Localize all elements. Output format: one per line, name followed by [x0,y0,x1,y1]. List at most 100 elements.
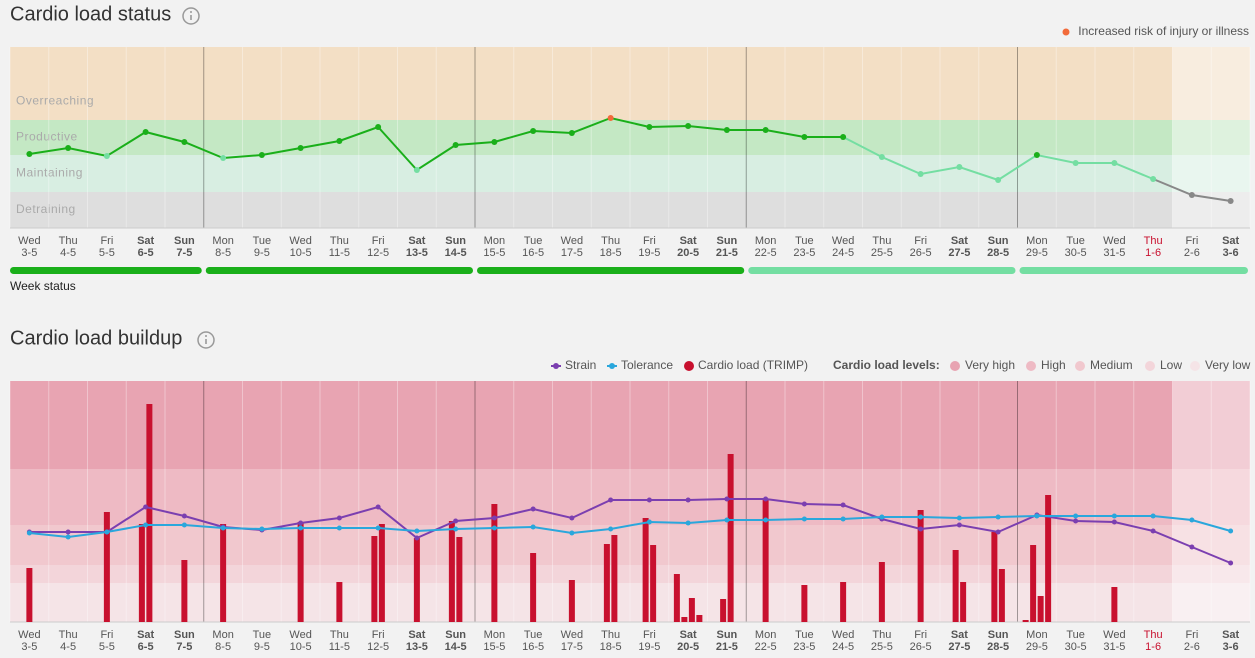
strain-point [918,526,924,532]
legend-label: Very high [965,358,1015,372]
zone-band [10,192,1250,228]
tolerance-point [259,526,265,532]
status-point [220,155,227,161]
level-band [10,525,1250,565]
trimp-bar [611,535,618,622]
x-tick-weekday: Thu [330,235,349,247]
strain-point [491,515,497,521]
strain-point [1073,518,1079,524]
x-tick-label: 28-5 [987,641,1009,653]
trimp-bar [1022,620,1029,622]
x-tick-label: 4-5 [60,247,76,259]
trimp-bar [1045,495,1052,622]
x-tick-weekday: Mon [212,235,233,247]
x-tick-label: 17-5 [561,641,583,653]
tolerance-point [336,525,342,531]
strain-point [763,496,769,502]
status-point [297,145,304,151]
week-status-bar [1019,267,1248,274]
strain-point [1228,560,1234,566]
tolerance-point [220,525,226,531]
tolerance-point [840,516,846,522]
info-icon[interactable] [197,331,215,349]
x-tick-weekday: Sun [174,629,195,641]
levels-label: Cardio load levels: [833,358,940,372]
trimp-bar [26,568,33,622]
x-tick-label: 10-5 [290,247,312,259]
x-tick-weekday: Tue [795,235,814,247]
x-tick-label: 9-5 [254,641,270,653]
x-tick-label: 29-5 [1026,641,1048,653]
x-tick-label: 8-5 [215,641,231,653]
week-status-bar [477,267,745,274]
x-tick-label: 14-5 [445,641,467,653]
status-point [375,124,382,130]
x-tick-weekday: Tue [253,235,272,247]
x-tick-weekday: Sat [408,629,425,641]
future-shade [1172,47,1250,228]
trimp-bar [688,598,695,622]
x-tick-weekday: Tue [253,629,272,641]
strain-point [414,535,420,541]
x-tick-label: 23-5 [793,247,815,259]
status-point [530,128,537,134]
trimp-bar [138,524,145,622]
x-tick-weekday: Mon [755,235,776,247]
x-tick-weekday: Thu [872,235,891,247]
strain-point [646,497,652,503]
legend-label: Low [1160,358,1182,372]
trimp-bar [603,544,610,622]
strain-point [995,529,1001,535]
x-tick-weekday: Mon [1026,235,1047,247]
x-tick-label: 2-6 [1184,247,1200,259]
level-band [10,381,1250,469]
status-point [840,134,847,140]
strain-point [569,515,575,521]
strain-point [724,496,730,502]
chart-title: Cardio load buildup [10,327,182,349]
x-tick-label: 19-5 [638,641,660,653]
legend-label: High [1041,358,1066,372]
x-tick-label: 17-5 [561,247,583,259]
strain-point [608,497,614,503]
x-tick-weekday: Sat [1222,235,1239,247]
x-tick-weekday: Sat [951,629,968,641]
tolerance-point [298,525,304,531]
trimp-bar [991,532,998,622]
x-tick-label: 19-5 [638,247,660,259]
x-tick-weekday: Sun [174,235,195,247]
tolerance-point [65,534,71,540]
x-tick-label: 4-5 [60,641,76,653]
tolerance-point [569,530,575,536]
x-tick-weekday: Sun [445,235,466,247]
x-tick-label: 26-5 [910,247,932,259]
x-tick-label: 27-5 [948,247,970,259]
x-tick-label: 29-5 [1026,247,1048,259]
trimp-bar [378,524,385,622]
status-point [181,139,188,145]
status-point [1150,176,1157,182]
status-point [607,115,614,121]
tolerance-point [995,514,1001,520]
x-tick-weekday: Thu [1144,235,1163,247]
x-tick-weekday: Fri [372,235,385,247]
x-tick-weekday: Sun [988,629,1009,641]
x-tick-weekday: Mon [484,629,505,641]
info-icon[interactable] [182,7,200,25]
trimp-bar [297,522,304,622]
x-tick-weekday: Thu [1144,629,1163,641]
x-tick-label: 2-6 [1184,641,1200,653]
zone-label: Productive [16,130,78,144]
tolerance-point [143,522,149,528]
trimp-bar [917,510,924,622]
legend-label: Medium [1090,358,1133,372]
legend-marker [950,361,960,371]
x-tick-weekday: Wed [1103,629,1125,641]
x-tick-weekday: Thu [872,629,891,641]
trimp-bar [491,504,498,622]
strain-point [840,502,846,508]
tolerance-point [1189,517,1195,523]
x-tick-weekday: Wed [561,235,583,247]
tolerance-point [453,526,459,532]
x-tick-weekday: Fri [914,235,927,247]
